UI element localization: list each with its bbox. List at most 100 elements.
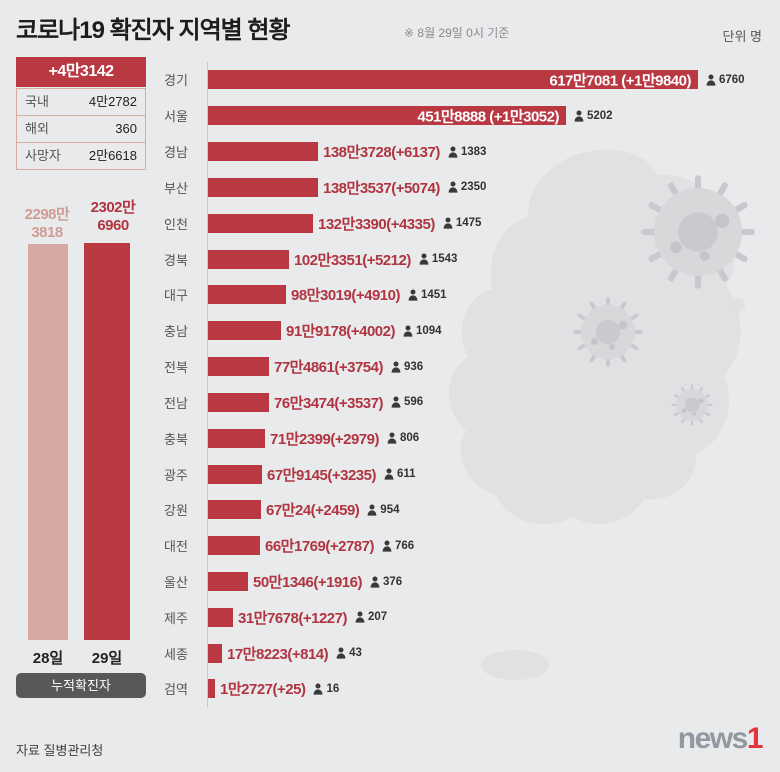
region-row: 서울 451만8888 (+1만3052) 5202 [155,98,765,134]
summary-panel: +4만3142 국내 4만2782 해외 360 사망자 2만6618 2298… [16,57,146,700]
region-total: 138만3537(+5074) [323,179,440,197]
region-bar [208,357,269,377]
day29-label: 29일 [91,650,123,667]
death-number: 207 [367,611,388,624]
cumulative-value-line: 2302만 [90,199,136,216]
region-row: 부산 138만3537(+5074) 2350 [155,169,765,205]
region-name: 경남 [164,145,188,161]
stat-label: 해외 [25,121,49,136]
source-label: 자료 질병관리청 [16,743,104,758]
region-name: 광주 [164,467,188,483]
death-number: 936 [403,360,424,373]
stats-row-deaths: 사망자 2만6618 [17,143,145,169]
region-bar [208,177,318,197]
death-count: 766 [382,540,414,552]
news1-logo-text: news [677,722,749,755]
region-row: 경기 617만7081 (+1만9840) 6760 [155,62,765,98]
cumulative-bar-day28 [28,244,68,640]
death-count: 1475 [443,217,481,229]
stat-label: 사망자 [25,148,61,163]
region-chart: 경기 617만7081 (+1만9840) 6760 서울 451만8888 (… [155,62,765,707]
death-number: 1451 [420,288,447,301]
death-count: 596 [391,396,423,408]
region-row: 전북 77만4861(+3754) 936 [155,349,765,385]
region-name: 대구 [164,288,188,304]
cumulative-badge: 누적확진자 [16,673,146,698]
stat-value: 2만6618 [88,148,137,163]
region-total: 132만3390(+4335) [318,215,435,233]
person-icon [403,325,413,337]
cumulative-value-line: 3818 [31,224,63,241]
person-icon [706,74,716,86]
region-total: 67만24(+2459) [266,502,360,520]
as-of-date-note: ※ 8월 29일 0시 기준 [404,26,510,40]
death-number: 43 [349,647,362,660]
region-row: 충남 91만9178(+4002) 1094 [155,313,765,349]
death-count: 1383 [448,146,486,158]
region-total: 66만1769(+2787) [265,538,374,556]
death-count: 954 [367,504,399,516]
region-total: 98만3019(+4910) [291,287,400,305]
region-row: 경남 138만3728(+6137) 1383 [155,134,765,170]
region-bar [208,464,262,484]
death-count: 2350 [448,181,487,194]
region-name: 강원 [164,503,188,519]
virus-icon [573,297,643,367]
person-icon [391,396,401,408]
region-row: 충북 71만2399(+2979) 806 [155,420,765,456]
cumulative-value-day28: 2298만 3818 [16,206,78,242]
death-count: 16 [313,683,339,695]
cumulative-value-line: 2298만 [24,206,70,223]
region-bar [208,285,286,305]
region-name: 전북 [164,360,188,376]
person-icon [443,217,453,229]
person-icon [384,468,394,480]
region-bar [208,500,261,520]
region-rows: 경기 617만7081 (+1만9840) 6760 서울 451만8888 (… [155,62,765,707]
death-count: 1451 [408,289,447,301]
death-count: 207 [355,611,387,623]
region-bar [208,607,233,627]
person-icon [367,504,377,516]
region-total: 31만7678(+1227) [238,609,347,627]
region-total: 91만9178(+4002) [286,323,395,341]
east-island-shape [731,298,745,312]
unit-label: 단위 명 [722,29,763,44]
person-icon [387,432,397,444]
stats-row-overseas: 해외 360 [17,116,145,143]
death-number: 1543 [431,253,458,266]
region-name: 울산 [164,575,188,590]
region-row: 제주 31만7678(+1227) 207 [155,599,765,635]
page-title: 코로나19 확진자 지역별 현황 [16,17,291,44]
region-bar: 451만8888 (+1만3052) [208,106,566,126]
chart-axis-line [207,62,208,707]
person-icon [391,361,401,373]
person-icon [336,647,346,659]
region-total: 102만3351(+5212) [294,251,411,269]
region-row: 세종 17만8223(+814) 43 [155,635,765,671]
person-icon [574,110,584,122]
daily-new-total: +4만3142 [16,57,146,87]
region-bar [208,392,269,412]
person-icon [355,611,365,623]
region-row: 울산 50만1346(+1916) 376 [155,564,765,600]
death-count: 611 [384,468,416,480]
korea-map-illustration [448,149,755,680]
death-count: 1543 [419,253,458,266]
region-bar [208,142,318,162]
region-bar [208,679,215,699]
region-name: 충남 [164,324,188,340]
person-icon [408,289,418,301]
person-icon [419,253,429,265]
jeju-island-shape [481,650,549,680]
cumulative-value-line: 6960 [97,217,129,234]
death-number: 2350 [460,181,487,194]
region-bar [208,321,281,341]
region-total-inside: 451만8888 (+1만3052) [417,108,559,126]
region-total: 67만9145(+3235) [267,466,376,484]
death-number: 766 [394,539,415,552]
news1-logo-one: 1 [746,722,764,755]
region-total: 17만8223(+814) [227,645,329,663]
region-row: 인천 132만3390(+4335) 1475 [155,205,765,241]
stats-row-domestic: 국내 4만2782 [17,89,145,116]
